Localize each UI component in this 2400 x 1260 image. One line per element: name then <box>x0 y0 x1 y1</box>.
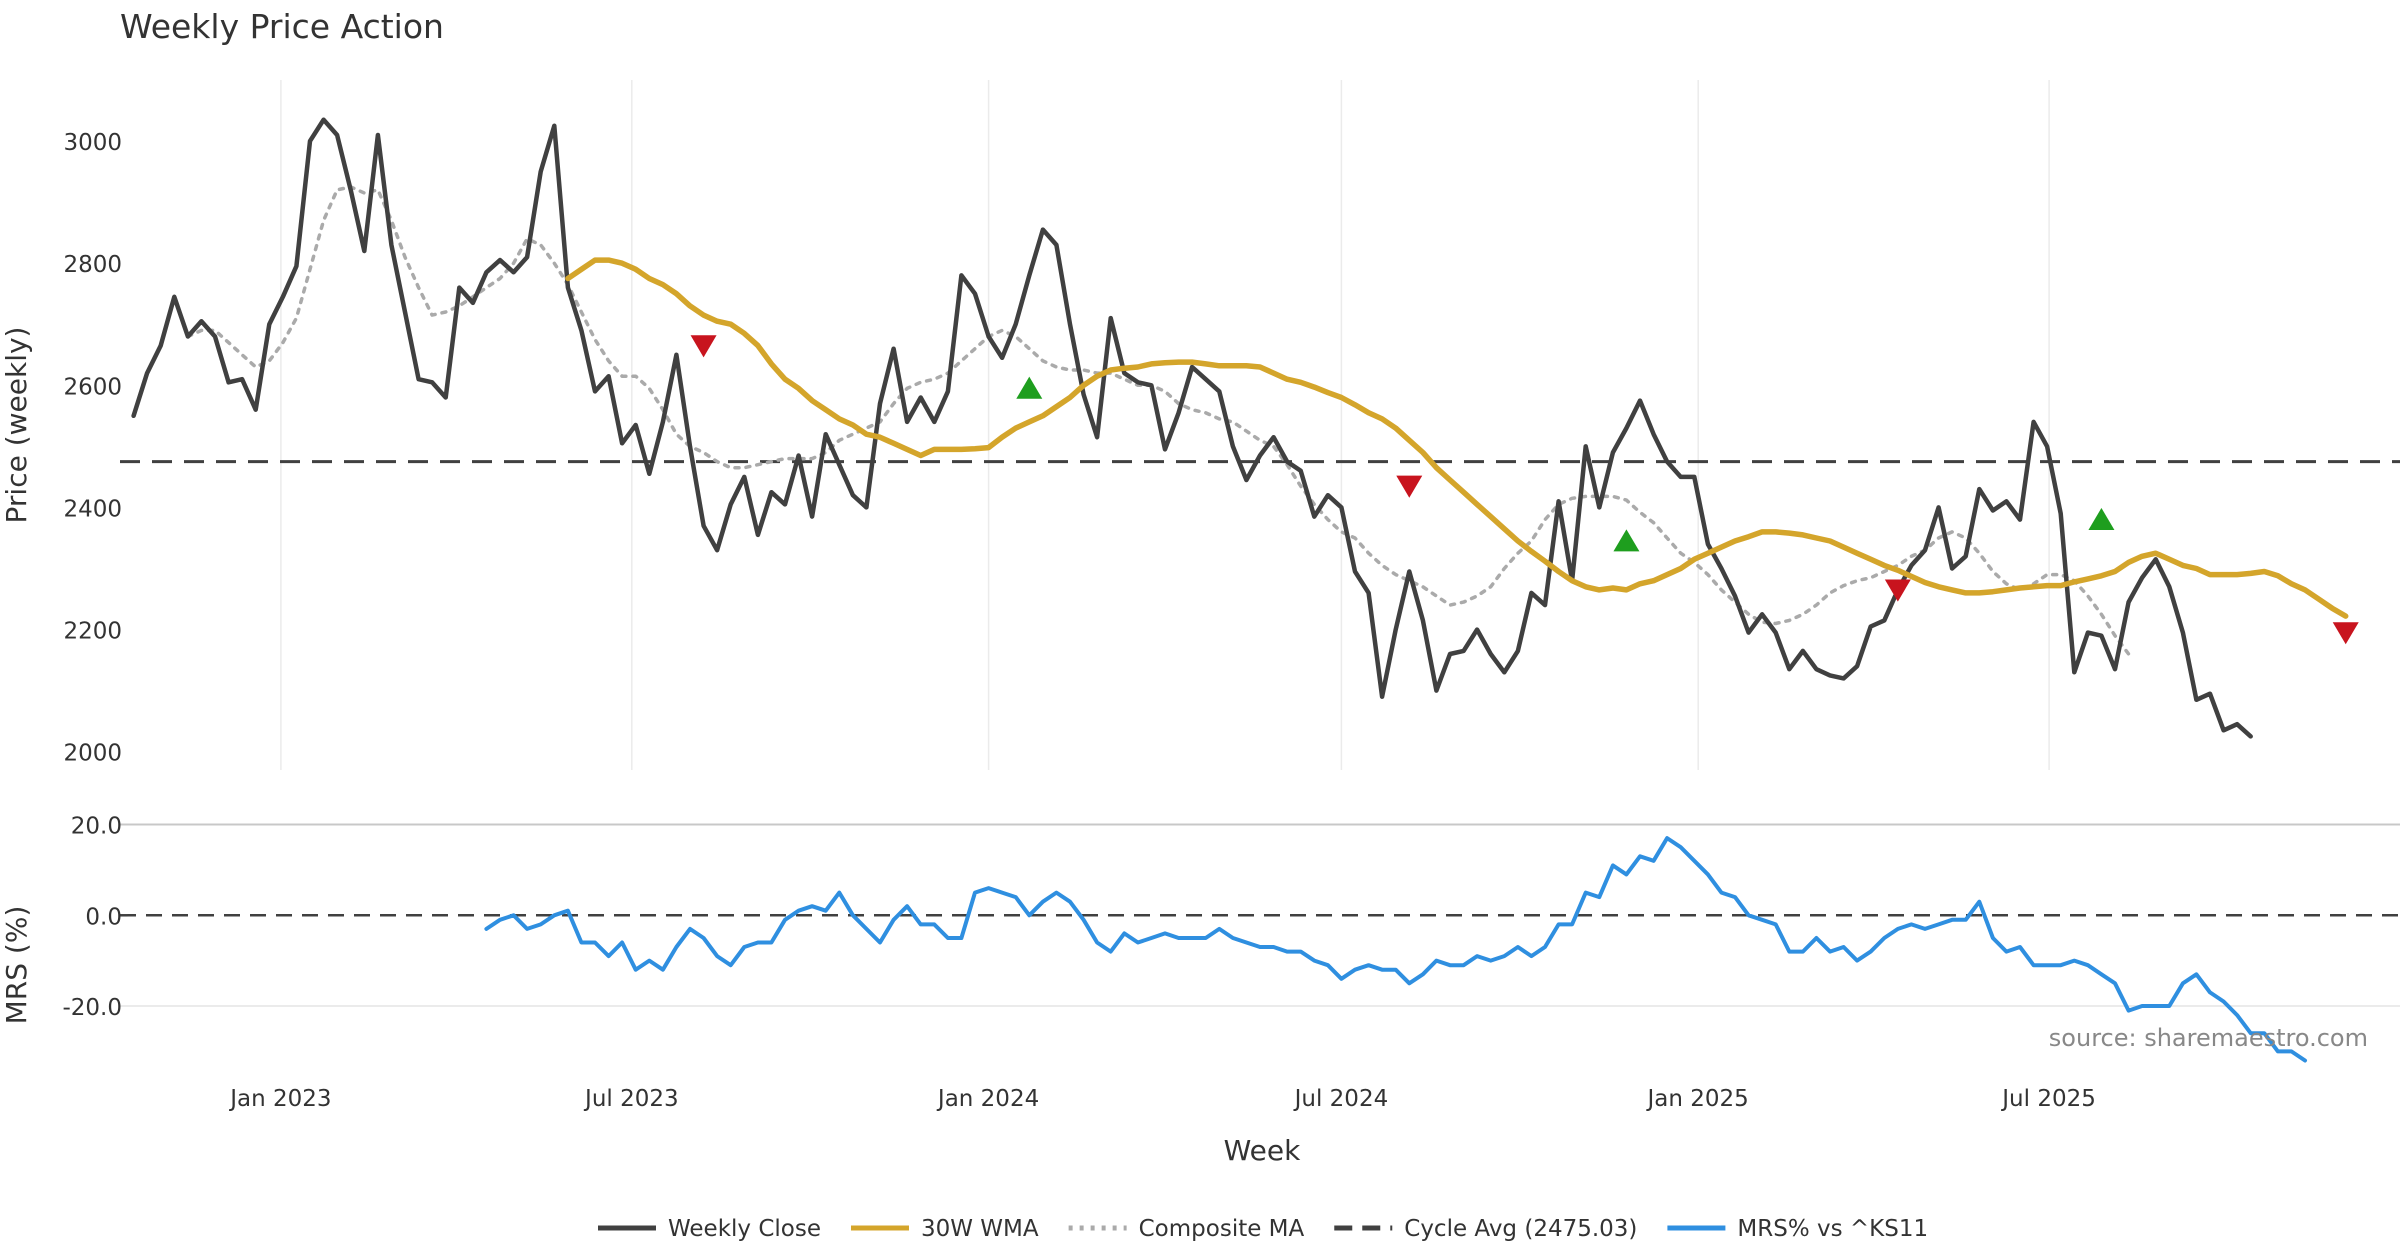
legend-label: MRS% vs ^KS11 <box>1737 1216 1928 1242</box>
mrs-y-tick-label: 0.0 <box>85 904 122 930</box>
buy-signal-marker <box>1016 376 1043 399</box>
price-y-tick-label: 2000 <box>63 741 122 767</box>
sell-signal-marker <box>1884 579 1911 602</box>
x-tick-label: Jul 2025 <box>2000 1086 2096 1112</box>
30w-wma-line <box>565 257 2349 619</box>
price-y-tick-label: 2200 <box>63 619 122 645</box>
sell-signal-marker <box>1396 475 1423 498</box>
price-y-tick-label: 3000 <box>63 130 122 156</box>
legend-label: Cycle Avg (2475.03) <box>1404 1216 1637 1242</box>
sell-signal-marker <box>2332 622 2359 645</box>
grid-lines <box>280 80 2050 770</box>
x-tick-label: Jan 2023 <box>228 1086 331 1112</box>
legend-label: Composite MA <box>1139 1216 1305 1242</box>
price-y-tick-label: 2800 <box>63 252 122 278</box>
weekly-close-line <box>131 117 2253 739</box>
chart-title: Weekly Price Action <box>120 7 444 46</box>
x-axis: Jan 2023 Jul 2023 Jan 2024 Jul 2024 Jan 2025… <box>228 1086 2096 1112</box>
sell-signal-marker <box>690 335 717 358</box>
x-tick-label: Jul 2024 <box>1293 1086 1389 1112</box>
price-y-tick-label: 2600 <box>63 374 122 400</box>
buy-signal-marker <box>2088 507 2115 531</box>
mrs-vs-ks11-line <box>484 836 2307 1063</box>
x-tick-label: Jan 2024 <box>936 1086 1039 1112</box>
price-axis-label: Price (weekly) <box>0 327 33 524</box>
legend-label: Weekly Close <box>668 1216 821 1242</box>
mrs-y-tick-label: -20.0 <box>62 995 122 1021</box>
price-panel: 2000 2200 2400 2600 2800 3000 <box>63 117 2400 767</box>
x-tick-label: Jan 2025 <box>1646 1086 1749 1112</box>
mrs-axis-label: MRS (%) <box>0 906 33 1025</box>
x-axis-label: Week <box>1224 1134 1301 1167</box>
mrs-y-tick-label: 20.0 <box>71 814 122 840</box>
buy-signal-marker <box>1613 529 1640 552</box>
legend: Weekly Close 30W WMA Composite MA Cycle Avg… <box>598 1216 1928 1242</box>
legend-label: 30W WMA <box>921 1216 1039 1242</box>
source-note: source: sharemaestro.com <box>2049 1024 2368 1052</box>
price-y-tick-label: 2400 <box>63 496 122 522</box>
composite-ma-line <box>186 185 2131 656</box>
x-tick-label: Jul 2023 <box>583 1086 679 1112</box>
mrs-panel: 20.0 0.0 -20.0 <box>62 814 2400 1063</box>
